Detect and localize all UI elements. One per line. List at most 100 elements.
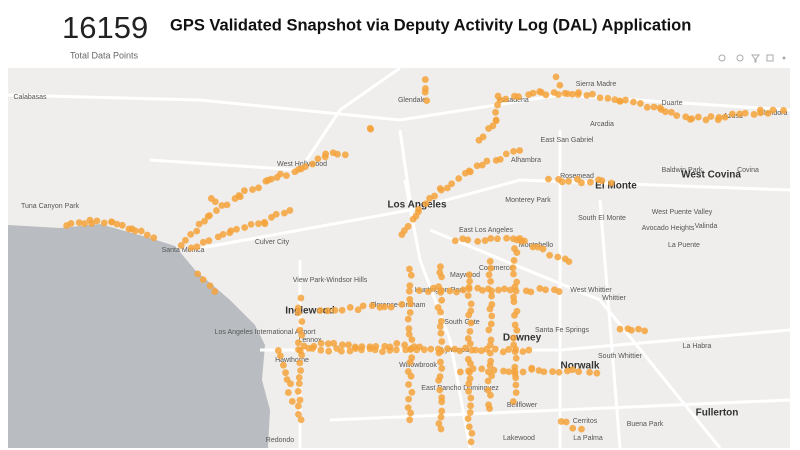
- gps-point: [405, 330, 413, 338]
- gps-point: [406, 416, 414, 424]
- gps-point: [435, 420, 443, 427]
- gps-point: [555, 288, 563, 295]
- place-label: La Habra: [683, 343, 712, 350]
- gps-point: [562, 418, 570, 426]
- gps-point: [479, 286, 486, 294]
- gps-point: [528, 364, 536, 372]
- gps-point: [486, 405, 493, 413]
- gps-point: [338, 347, 345, 355]
- gps-point: [465, 167, 473, 175]
- gps-point: [552, 73, 560, 81]
- gps-point: [345, 341, 352, 349]
- place-label: Norwalk: [561, 361, 600, 372]
- place-label: Hawthorne: [275, 357, 309, 364]
- gps-point: [565, 177, 572, 185]
- gps-point: [437, 287, 445, 294]
- gps-point: [545, 175, 552, 183]
- total-label: Total Data Points: [70, 50, 139, 60]
- gps-point: [404, 404, 412, 411]
- visual-icons: [718, 54, 786, 63]
- gps-point: [459, 235, 467, 243]
- gps-point: [484, 386, 492, 394]
- gps-point: [205, 237, 213, 245]
- gps-point: [529, 243, 537, 251]
- gps-point: [392, 346, 400, 354]
- gps-point: [316, 307, 324, 314]
- gps-point: [575, 368, 583, 376]
- gps-point: [487, 264, 495, 272]
- gps-point: [487, 336, 495, 344]
- place-label: Redondo: [266, 437, 295, 444]
- gps-point: [465, 387, 472, 395]
- gps-point: [213, 207, 220, 214]
- gps-point: [407, 372, 415, 380]
- gps-point: [622, 96, 629, 104]
- gps-point: [510, 298, 518, 306]
- place-label: View Park-Windsor Hills: [293, 277, 368, 284]
- place-label: Commerce: [479, 265, 513, 272]
- gps-point: [317, 346, 325, 354]
- gps-point: [492, 108, 499, 116]
- gps-point: [715, 113, 723, 121]
- gps-point: [546, 251, 554, 259]
- gps-point: [500, 367, 507, 375]
- gps-point: [297, 294, 305, 302]
- gps-point: [487, 391, 494, 399]
- gps-point: [199, 276, 207, 284]
- place-label: Buena Park: [627, 421, 664, 428]
- gps-points: [63, 73, 787, 446]
- gps-point: [521, 237, 528, 245]
- gps-point: [477, 347, 485, 355]
- gps-point: [408, 388, 416, 396]
- gps-point: [137, 227, 145, 235]
- gps-point: [496, 96, 504, 104]
- gps-point: [331, 306, 339, 314]
- icon[interactable]: [766, 54, 774, 62]
- gps-point: [586, 368, 593, 376]
- gps-point: [728, 110, 736, 118]
- place-label: Arcadia: [590, 121, 614, 128]
- icon[interactable]: [751, 54, 760, 63]
- gps-point: [405, 287, 413, 295]
- gps-point: [487, 320, 495, 328]
- gps-point: [465, 423, 473, 431]
- gps-point: [469, 365, 477, 373]
- gps-point: [421, 88, 429, 96]
- gps-point: [578, 179, 585, 187]
- gps-point: [694, 113, 702, 121]
- gps-point: [438, 296, 446, 304]
- gps-point: [757, 109, 764, 117]
- gps-point: [219, 230, 227, 238]
- gps-point: [386, 343, 394, 351]
- gps-point: [569, 366, 576, 374]
- place-label: Santa Monica: [162, 247, 205, 254]
- gps-point: [488, 312, 496, 320]
- gps-point: [555, 368, 563, 376]
- gps-point: [338, 341, 346, 349]
- gps-point: [505, 346, 513, 353]
- icon[interactable]: [736, 54, 744, 62]
- place-label: South Gate: [444, 319, 480, 326]
- gps-point: [641, 327, 649, 335]
- gps-point: [509, 264, 517, 272]
- gps-point: [466, 277, 474, 285]
- icon[interactable]: [782, 56, 786, 60]
- gps-point: [707, 113, 715, 120]
- place-label: Maywood: [450, 272, 480, 279]
- gps-point: [662, 108, 669, 116]
- gps-point: [503, 234, 510, 242]
- gps-point: [438, 365, 446, 372]
- gps-point: [467, 402, 475, 410]
- gps-point: [437, 317, 445, 325]
- place-label: Cerritos: [573, 418, 598, 425]
- gps-point: [536, 285, 544, 292]
- icon[interactable]: [718, 54, 726, 62]
- gps-point: [406, 309, 414, 316]
- gps-point: [444, 345, 452, 353]
- gps-point: [255, 184, 262, 192]
- gps-point: [435, 376, 443, 384]
- gps-point: [459, 286, 467, 294]
- place-label: Monterey Park: [505, 197, 551, 204]
